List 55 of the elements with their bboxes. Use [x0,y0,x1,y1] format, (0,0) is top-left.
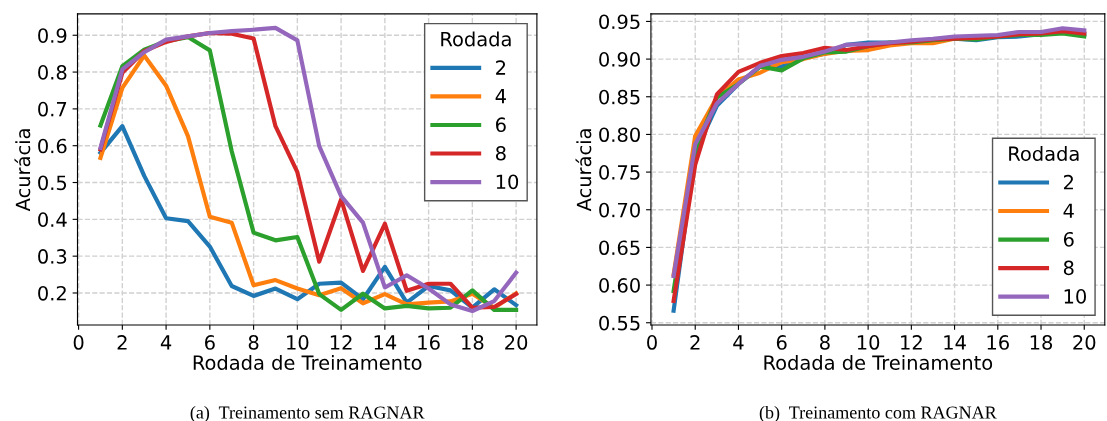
y-tick-label: 0.6 [38,138,67,154]
x-axis-title: Rodada de Treinamento [193,354,422,370]
legend-label: 4 [1063,203,1074,218]
legend-title: Rodada [441,31,511,47]
x-tick-label: 10 [287,335,309,350]
x-tick-label: 14 [944,335,966,350]
x-tick-label: 6 [776,335,787,350]
x-tick-label: 4 [733,335,744,350]
x-tick-label: 12 [330,335,352,350]
y-axis-title: Acurácia [575,129,592,212]
legend-label: 8 [1063,260,1074,276]
x-axis-title: Rodada de Treinamento [764,354,993,370]
x-tick-label: 20 [505,335,528,350]
legend-label: 8 [495,145,506,161]
legend-label: 4 [495,89,506,104]
x-tick-label: 0 [647,335,657,350]
legend-label: 2 [496,60,506,75]
y-tick-label: 0.70 [599,202,640,218]
x-tick-label: 18 [1030,335,1053,350]
y-tick-label: 0.95 [599,14,640,30]
y-tick-label: 0.80 [599,127,640,143]
y-tick-label: 0.8 [38,65,67,80]
y-tick-label: 0.55 [599,315,640,331]
x-tick-label: 16 [418,335,440,350]
x-tick-label: 20 [1073,335,1096,350]
y-tick-label: 0.65 [599,240,640,256]
y-tick-label: 0.3 [38,249,67,264]
x-tick-label: 8 [820,335,830,350]
x-tick-label: 18 [462,335,484,350]
legend-label: 10 [1064,289,1086,304]
y-tick-label: 0.9 [38,28,67,43]
y-tick-label: 0.90 [599,52,640,67]
legend-title: Rodada [1009,145,1079,162]
x-tick-label: 0 [73,335,84,350]
x-tick-label: 2 [117,335,127,350]
y-tick-label: 0.5 [38,175,67,191]
x-tick-label: 12 [901,335,922,350]
y-tick-label: 0.4 [38,212,67,228]
x-tick-label: 16 [987,335,1009,350]
x-tick-label: 2 [690,335,700,350]
legend-label: 6 [496,117,506,133]
x-tick-label: 6 [205,335,215,350]
y-tick-label: 0.75 [599,165,640,180]
y-tick-label: 0.2 [38,285,66,301]
x-tick-label: 4 [160,335,172,350]
legend-label: 10 [496,174,519,190]
x-tick-label: 10 [857,335,880,350]
legend-label: 6 [1063,231,1074,247]
y-tick-label: 0.7 [38,101,67,117]
x-tick-label: 8 [248,335,259,350]
y-tick-label: 0.85 [599,89,640,105]
legend-label: 2 [1063,174,1073,190]
y-tick-label: 0.60 [599,278,640,293]
y-axis-title: Acurácia [14,129,31,212]
x-tick-label: 14 [374,335,397,350]
